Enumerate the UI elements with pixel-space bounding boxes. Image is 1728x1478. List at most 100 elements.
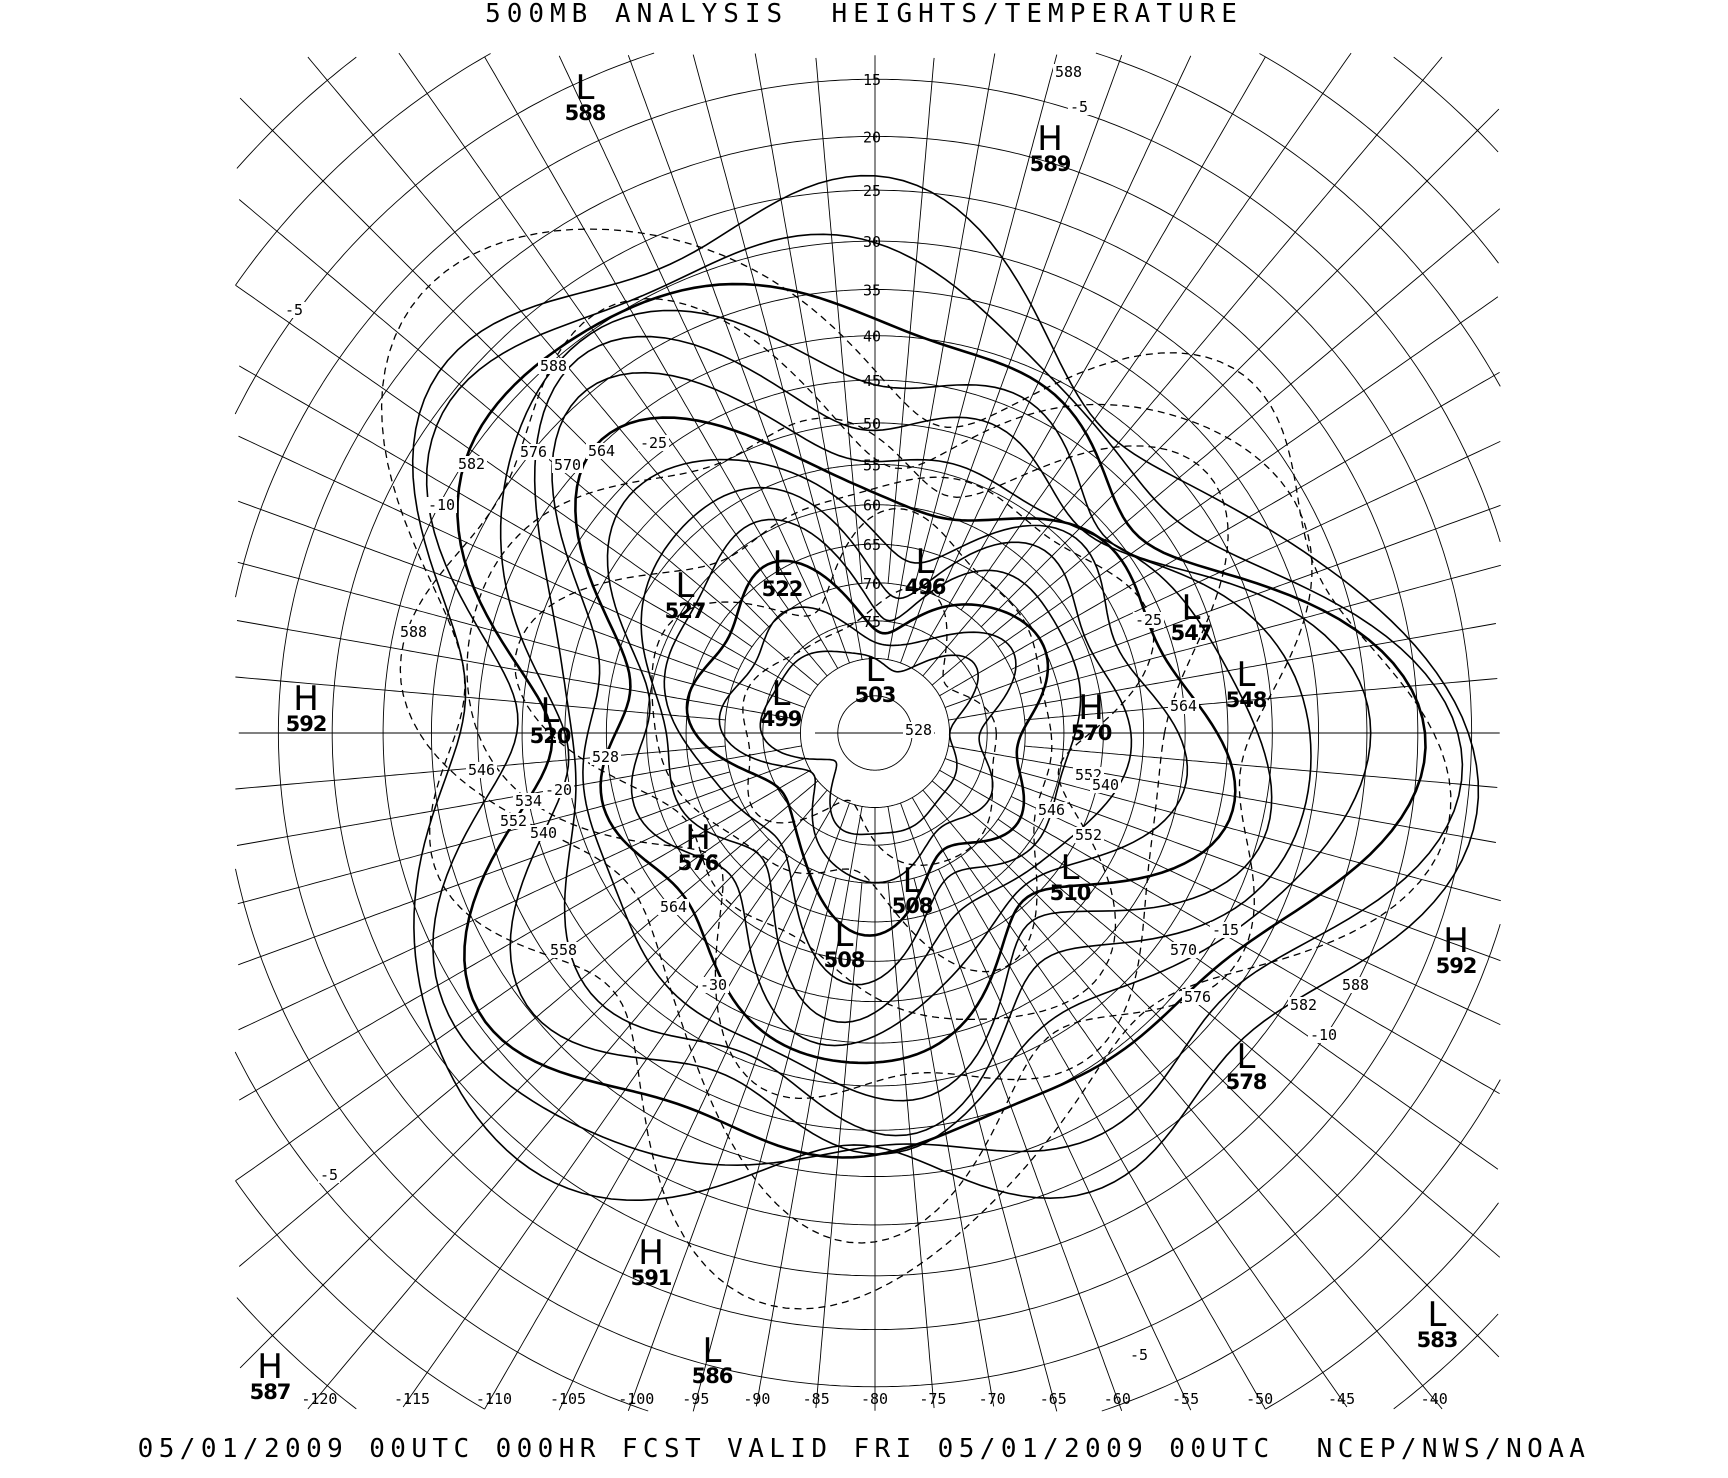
high-pressure-center: H 570 <box>1051 691 1131 744</box>
contour-label: 558 <box>550 941 577 959</box>
meridian-line <box>235 284 753 648</box>
contour-label: 534 <box>515 792 542 810</box>
contour-label-bg <box>586 443 617 459</box>
center-value: 586 <box>691 1364 734 1388</box>
meridian-line <box>558 869 812 1411</box>
longitude-label: -45 <box>1328 1390 1355 1408</box>
meridian-line <box>238 758 806 966</box>
center-letter: L <box>771 674 791 714</box>
meridian-line <box>307 789 828 1410</box>
meridian-line <box>237 771 731 905</box>
longitude-label: -120 <box>301 1390 337 1408</box>
contour-label: 576 <box>1184 988 1211 1006</box>
high-pressure-center: H 576 <box>658 821 738 874</box>
contour-label: -5 <box>1130 1346 1148 1364</box>
latitude-label: 35 <box>863 281 881 299</box>
meridian-line <box>235 818 753 1182</box>
center-value: 527 <box>664 599 707 623</box>
longitude-label: -85 <box>803 1390 830 1408</box>
height-contour-522 <box>718 606 1017 884</box>
contour-label-bg <box>1308 1027 1339 1043</box>
longitude-label: -75 <box>919 1390 946 1408</box>
low-pressure-center: L 583 <box>1397 1298 1477 1351</box>
height-contour-576 <box>456 282 1427 1159</box>
latitude-circle <box>837 695 913 771</box>
contour-label: 564 <box>660 898 687 916</box>
contour-label: -5 <box>1070 98 1088 116</box>
meridian-line <box>922 56 1443 677</box>
high-pressure-center: H 589 <box>1010 122 1090 175</box>
latitude-circle <box>234 52 1501 1412</box>
center-letter: L <box>834 915 854 955</box>
meridian-line <box>692 54 837 589</box>
meridian-line <box>931 780 1501 1258</box>
latitude-circle <box>235 78 1501 1388</box>
meridian-line <box>1019 771 1501 902</box>
contour-label: 540 <box>1092 776 1119 794</box>
height-contour-564 <box>533 335 1312 1137</box>
contour-label-bg <box>318 1167 340 1183</box>
meridian-line <box>235 676 726 721</box>
contour-label: 582 <box>1290 996 1317 1014</box>
temperature-contour <box>742 586 997 866</box>
high-pressure-center: H 591 <box>611 1236 691 1289</box>
contour-label: 546 <box>468 761 495 779</box>
contour-label-bg <box>1340 977 1371 993</box>
contour-label: 552 <box>500 812 527 830</box>
meridian-line <box>1019 564 1501 695</box>
longitude-label: -60 <box>1104 1390 1131 1408</box>
latitude-label: 75 <box>863 613 881 631</box>
height-contour-546 <box>606 458 1189 1047</box>
center-letter: L <box>902 861 922 901</box>
meridian-line <box>627 802 850 1411</box>
contour-label-bg <box>590 749 621 765</box>
center-value: 547 <box>1170 621 1213 645</box>
meridian-line <box>939 769 1500 1094</box>
center-value: 520 <box>529 724 572 748</box>
latitude-label: 30 <box>863 233 881 251</box>
contour-label-bg <box>1168 698 1199 714</box>
contour-label-bg <box>1288 997 1319 1013</box>
contour-label-bg <box>498 813 529 829</box>
height-contour-588 <box>411 174 1480 1202</box>
contour-label: -25 <box>640 434 667 452</box>
center-letter: L <box>1236 655 1256 695</box>
center-value: 548 <box>1225 688 1268 712</box>
center-letter: H <box>293 679 319 719</box>
contour-label: 564 <box>1170 697 1197 715</box>
contour-label: 528 <box>905 721 932 739</box>
latitude-label: 20 <box>863 128 881 146</box>
low-pressure-center: L 586 <box>672 1334 752 1387</box>
latitude-label: 55 <box>863 456 881 474</box>
contour-label: 546 <box>1038 801 1065 819</box>
contour-label-bg <box>1068 99 1090 115</box>
temperature-contour <box>380 228 1452 1310</box>
longitude-label: -65 <box>1040 1390 1067 1408</box>
height-contour-540 <box>640 486 1133 1024</box>
meridian-line <box>238 199 819 686</box>
center-letter: L <box>1236 1037 1256 1077</box>
low-pressure-center: L 547 <box>1151 591 1231 644</box>
low-pressure-center: L 508 <box>804 918 884 971</box>
meridian-line <box>887 53 996 660</box>
contour-label-bg <box>456 456 487 472</box>
contour-label-bg <box>1090 777 1121 793</box>
meridian-line <box>939 372 1500 697</box>
center-letter: L <box>772 544 792 584</box>
center-letter: L <box>865 650 885 690</box>
low-pressure-center: L 503 <box>835 653 915 706</box>
contour-label: 582 <box>458 455 485 473</box>
latitude-label: 25 <box>863 182 881 200</box>
contour-label: 564 <box>588 442 615 460</box>
low-pressure-center: L 522 <box>742 547 822 600</box>
meridian-line <box>558 55 812 597</box>
center-letter: L <box>1427 1295 1447 1335</box>
center-letter: L <box>540 691 560 731</box>
meridian-line <box>307 56 828 677</box>
center-letter: L <box>702 1331 722 1371</box>
meridian-line <box>238 769 811 1101</box>
low-pressure-center: L 520 <box>510 694 590 747</box>
meridian-line <box>911 797 1266 1410</box>
meridian-line <box>238 365 811 697</box>
meridian-line <box>755 806 863 1407</box>
